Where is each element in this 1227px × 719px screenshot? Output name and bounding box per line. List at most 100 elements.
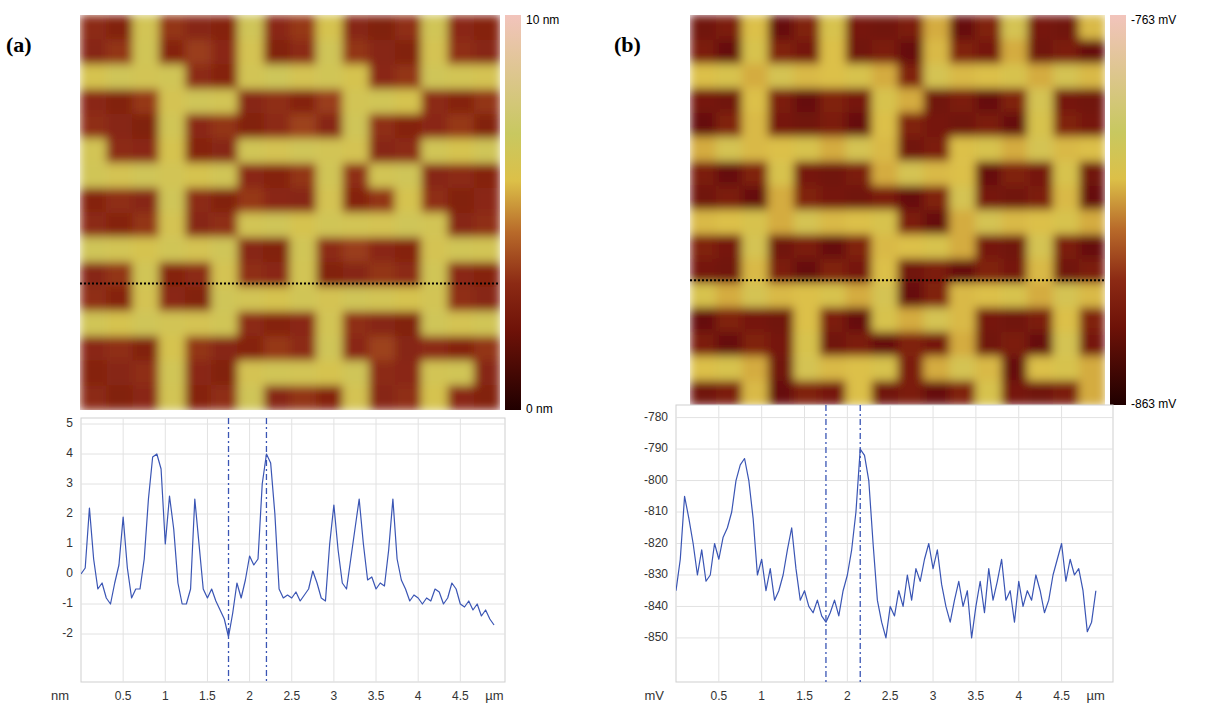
- heatmap-cell: [872, 39, 899, 64]
- heatmap-cell: [820, 332, 847, 357]
- heatmap-cell: [185, 361, 212, 386]
- heatmap-cell: [159, 40, 186, 65]
- x-tick-label: 2: [844, 689, 851, 703]
- heatmap-cell: [768, 210, 795, 235]
- y-tick-label: 1: [66, 536, 73, 550]
- heatmap-cell: [448, 188, 475, 213]
- heatmap-cell: [343, 15, 370, 40]
- heatmap-cell: [690, 137, 717, 162]
- heatmap-cell: [185, 213, 212, 238]
- heatmap-cell: [690, 356, 717, 381]
- heatmap-cell: [1079, 283, 1105, 308]
- heatmap-cell: [290, 287, 317, 312]
- image-clip: [80, 15, 500, 410]
- heatmap-cell: [1079, 381, 1105, 405]
- heatmap-cell: [448, 15, 475, 40]
- heatmap-cell: [949, 308, 976, 333]
- heatmap-cell: [768, 137, 795, 162]
- heatmap-cell: [949, 39, 976, 64]
- heatmap-cell: [716, 15, 743, 40]
- heatmap-cell: [1079, 15, 1105, 40]
- heatmap-cell: [768, 161, 795, 186]
- heatmap-cell: [238, 15, 265, 40]
- heatmap-cell: [316, 114, 343, 139]
- heatmap-cell: [872, 64, 899, 89]
- heatmap-cell: [1001, 186, 1028, 211]
- heatmap-cell: [742, 356, 769, 381]
- heatmap-cell: [395, 237, 422, 262]
- heatmap-cell: [820, 15, 847, 40]
- heatmap-cell: [742, 186, 769, 211]
- colorbar-label: 0 nm: [526, 402, 553, 416]
- heatmap-cell: [395, 385, 422, 410]
- y-tick-label: -2: [62, 626, 73, 640]
- heatmap-cell: [290, 237, 317, 262]
- x-tick-label: 4.5: [452, 689, 469, 703]
- heatmap-cell: [794, 234, 821, 259]
- y-tick-label: -820: [644, 536, 668, 550]
- heatmap-cell: [106, 336, 133, 361]
- heatmap-cell: [185, 311, 212, 336]
- scan-line: [80, 283, 500, 285]
- x-tick-label: 0.5: [710, 689, 727, 703]
- cursor-line: [825, 405, 826, 682]
- heatmap-cell: [975, 88, 1002, 113]
- heatmap-cell: [421, 311, 448, 336]
- panel-label: (b): [614, 32, 641, 57]
- heatmap-cell: [1079, 332, 1105, 357]
- heatmap-cell: [238, 385, 265, 410]
- heatmap-cell: [343, 336, 370, 361]
- heatmap-cell: [1001, 356, 1028, 381]
- heatmap-cell: [742, 88, 769, 113]
- heatmap-cell: [448, 138, 475, 163]
- heatmap-cell: [474, 385, 500, 410]
- heatmap-cell: [343, 40, 370, 65]
- heatmap-cell: [185, 40, 212, 65]
- profile-line: [81, 454, 494, 637]
- y-tick-label: -850: [644, 630, 668, 644]
- heatmap-cell: [316, 385, 343, 410]
- heatmap-cell: [421, 237, 448, 262]
- heatmap-cell: [264, 89, 291, 114]
- heatmap-cell: [211, 89, 238, 114]
- heatmap-cell: [690, 15, 717, 40]
- heatmap-cell: [133, 114, 160, 139]
- grid-line: [81, 484, 505, 485]
- heatmap-cell: [474, 64, 500, 89]
- heatmap-cell: [369, 89, 396, 114]
- heatmap-cell: [949, 381, 976, 405]
- heatmap-cell: [159, 163, 186, 188]
- profile-line: [676, 449, 1096, 638]
- heatmap-cell: [238, 40, 265, 65]
- heatmap-cell: [211, 40, 238, 65]
- heatmap-cell: [395, 336, 422, 361]
- heatmap-cell: [846, 210, 873, 235]
- heatmap-cell: [1001, 234, 1028, 259]
- heatmap-cell: [820, 308, 847, 333]
- heatmap-cell: [185, 64, 212, 89]
- grid-line: [676, 417, 1113, 418]
- heatmap-cell: [238, 114, 265, 139]
- heatmap-cell: [898, 332, 925, 357]
- heatmap-cell: [316, 287, 343, 312]
- heatmap-cell: [185, 114, 212, 139]
- heatmap-cell: [1079, 39, 1105, 64]
- heatmap-cell: [923, 161, 950, 186]
- y-tick-label: 5: [66, 416, 73, 430]
- heatmap-cell: [80, 336, 107, 361]
- heatmap-cell: [1027, 15, 1054, 40]
- heatmap-cell: [923, 381, 950, 405]
- heatmap-cell: [820, 381, 847, 405]
- heatmap-cell: [290, 163, 317, 188]
- x-tick-label: 2.5: [882, 689, 899, 703]
- heatmap-cell: [395, 213, 422, 238]
- heatmap-cell: [975, 356, 1002, 381]
- heatmap-cell: [898, 113, 925, 138]
- heatmap-cell: [106, 15, 133, 40]
- y-tick-label: -840: [644, 599, 668, 613]
- heatmap-cell: [923, 356, 950, 381]
- heatmap-cell: [820, 186, 847, 211]
- heatmap-cell: [106, 287, 133, 312]
- image-cells: [80, 15, 500, 410]
- heatmap-cell: [106, 114, 133, 139]
